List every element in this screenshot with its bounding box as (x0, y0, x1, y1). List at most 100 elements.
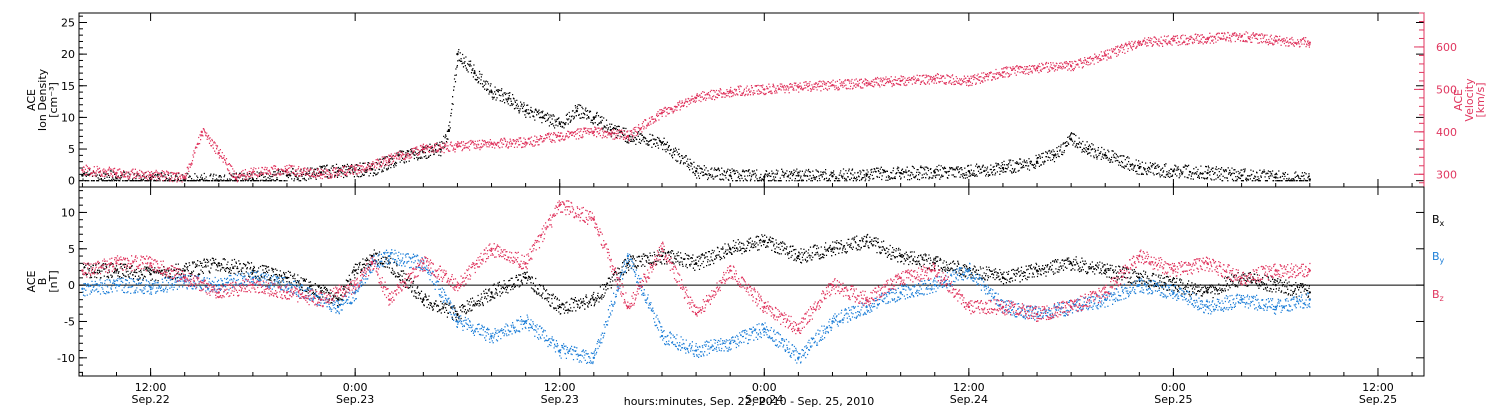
data-point-bz (524, 262, 527, 265)
data-point-bz (592, 218, 596, 221)
data-point-bz (899, 276, 902, 280)
data-point-density (507, 97, 510, 100)
data-point-bx (524, 276, 527, 280)
data-point-density (1206, 171, 1209, 175)
data-point-bz (967, 305, 971, 309)
data-point-velocity (456, 145, 459, 148)
data-point-by (763, 327, 766, 330)
data-point-bx (592, 298, 596, 301)
data-point-bx (558, 305, 561, 309)
data-point-by (1308, 298, 1311, 301)
x-tick-date: Sep.22 (131, 393, 169, 406)
data-point-by (1138, 283, 1141, 287)
data-point-density (592, 116, 596, 119)
series-velocity (81, 31, 1311, 183)
data-point-by (524, 320, 527, 323)
right-axis-title: ACEVelocity[km/s] (1452, 78, 1487, 122)
data-point-bz (115, 262, 118, 265)
data-point-bx (336, 298, 340, 301)
data-point-by (456, 320, 459, 323)
data-point-density (933, 171, 936, 174)
data-point-bz (1069, 305, 1073, 309)
data-point-bz (1035, 313, 1039, 316)
data-point-velocity (319, 173, 323, 176)
data-point-velocity (694, 96, 698, 100)
data-point-by (728, 342, 732, 345)
data-point-bz (388, 298, 391, 301)
data-point-by (626, 254, 630, 258)
data-point-density (1274, 176, 1277, 179)
x-tick-time: 12:00 (135, 381, 167, 394)
panel-frame (78, 186, 1425, 377)
data-point-bz (558, 203, 561, 207)
data-point-density (490, 90, 493, 94)
x-tick-time: 0:00 (1161, 381, 1186, 394)
data-point-by (933, 283, 936, 287)
data-point-density (694, 169, 698, 173)
data-point-density (473, 71, 476, 75)
data-point-bz (660, 247, 664, 250)
right-axis-title-line: Velocity (1463, 78, 1476, 122)
data-point-density (1035, 160, 1039, 163)
data-point-bx (763, 240, 766, 243)
x-tick-time: 12:00 (1362, 381, 1394, 394)
x-tick-date: Sep.24 (950, 393, 988, 406)
data-point-density (447, 128, 451, 132)
legend-entry-bz: Bz (1432, 288, 1444, 303)
data-point-velocity (609, 132, 613, 136)
data-point-bz (149, 262, 152, 265)
left-axis-title-line: ACE (25, 89, 38, 111)
right-tick-label: 400 (1436, 126, 1457, 139)
legend-entry-bx: Bx (1432, 213, 1445, 228)
data-point-bz (353, 283, 357, 287)
y-tick-label: 15 (61, 80, 75, 93)
left-axis-title: ACEB[nT] (25, 270, 60, 292)
x-tick-date: Sep.23 (541, 393, 579, 406)
data-point-density (1308, 178, 1311, 181)
data-point-bz (81, 269, 84, 272)
data-point-bz (763, 305, 766, 309)
y-tick-label: 0 (68, 175, 75, 188)
data-point-bx (797, 254, 800, 258)
data-point-density (1001, 166, 1005, 170)
legend-base: B (1432, 250, 1440, 263)
data-point-velocity (388, 158, 391, 161)
data-point-bz (933, 269, 936, 272)
data-point-velocity (422, 147, 425, 151)
y-tick-label: -5 (64, 315, 75, 328)
data-point-velocity (149, 173, 152, 177)
data-point-velocity (285, 168, 289, 172)
data-point-velocity (1138, 41, 1141, 44)
data-point-velocity (1172, 39, 1175, 42)
data-point-bx (694, 262, 698, 265)
data-point-velocity (1308, 41, 1311, 44)
data-point-by (797, 356, 800, 360)
series-texture-velocity (82, 31, 1311, 183)
data-point-bx (183, 269, 186, 272)
data-point-velocity (1206, 37, 1209, 40)
data-point-bz (183, 276, 186, 280)
data-point-bz (1172, 269, 1175, 272)
data-point-velocity (1104, 54, 1107, 57)
series-texture-density (82, 48, 1311, 182)
data-point-bx (285, 276, 289, 280)
data-point-by (694, 349, 698, 352)
data-point-density (319, 171, 323, 174)
data-point-by (251, 276, 255, 280)
data-point-density (797, 174, 800, 177)
data-point-bz (251, 283, 255, 287)
data-point-by (149, 286, 152, 289)
data-point-velocity (592, 130, 596, 134)
data-point-velocity (217, 151, 220, 155)
left-axis-title-line: [nT] (47, 270, 60, 292)
data-point-bz (422, 262, 425, 265)
data-point-bz (1206, 262, 1209, 265)
data-point-bx (1206, 291, 1209, 294)
data-point-bz (1308, 269, 1311, 272)
data-point-velocity (200, 130, 203, 134)
data-point-density (899, 171, 902, 175)
data-point-density (1104, 154, 1107, 157)
